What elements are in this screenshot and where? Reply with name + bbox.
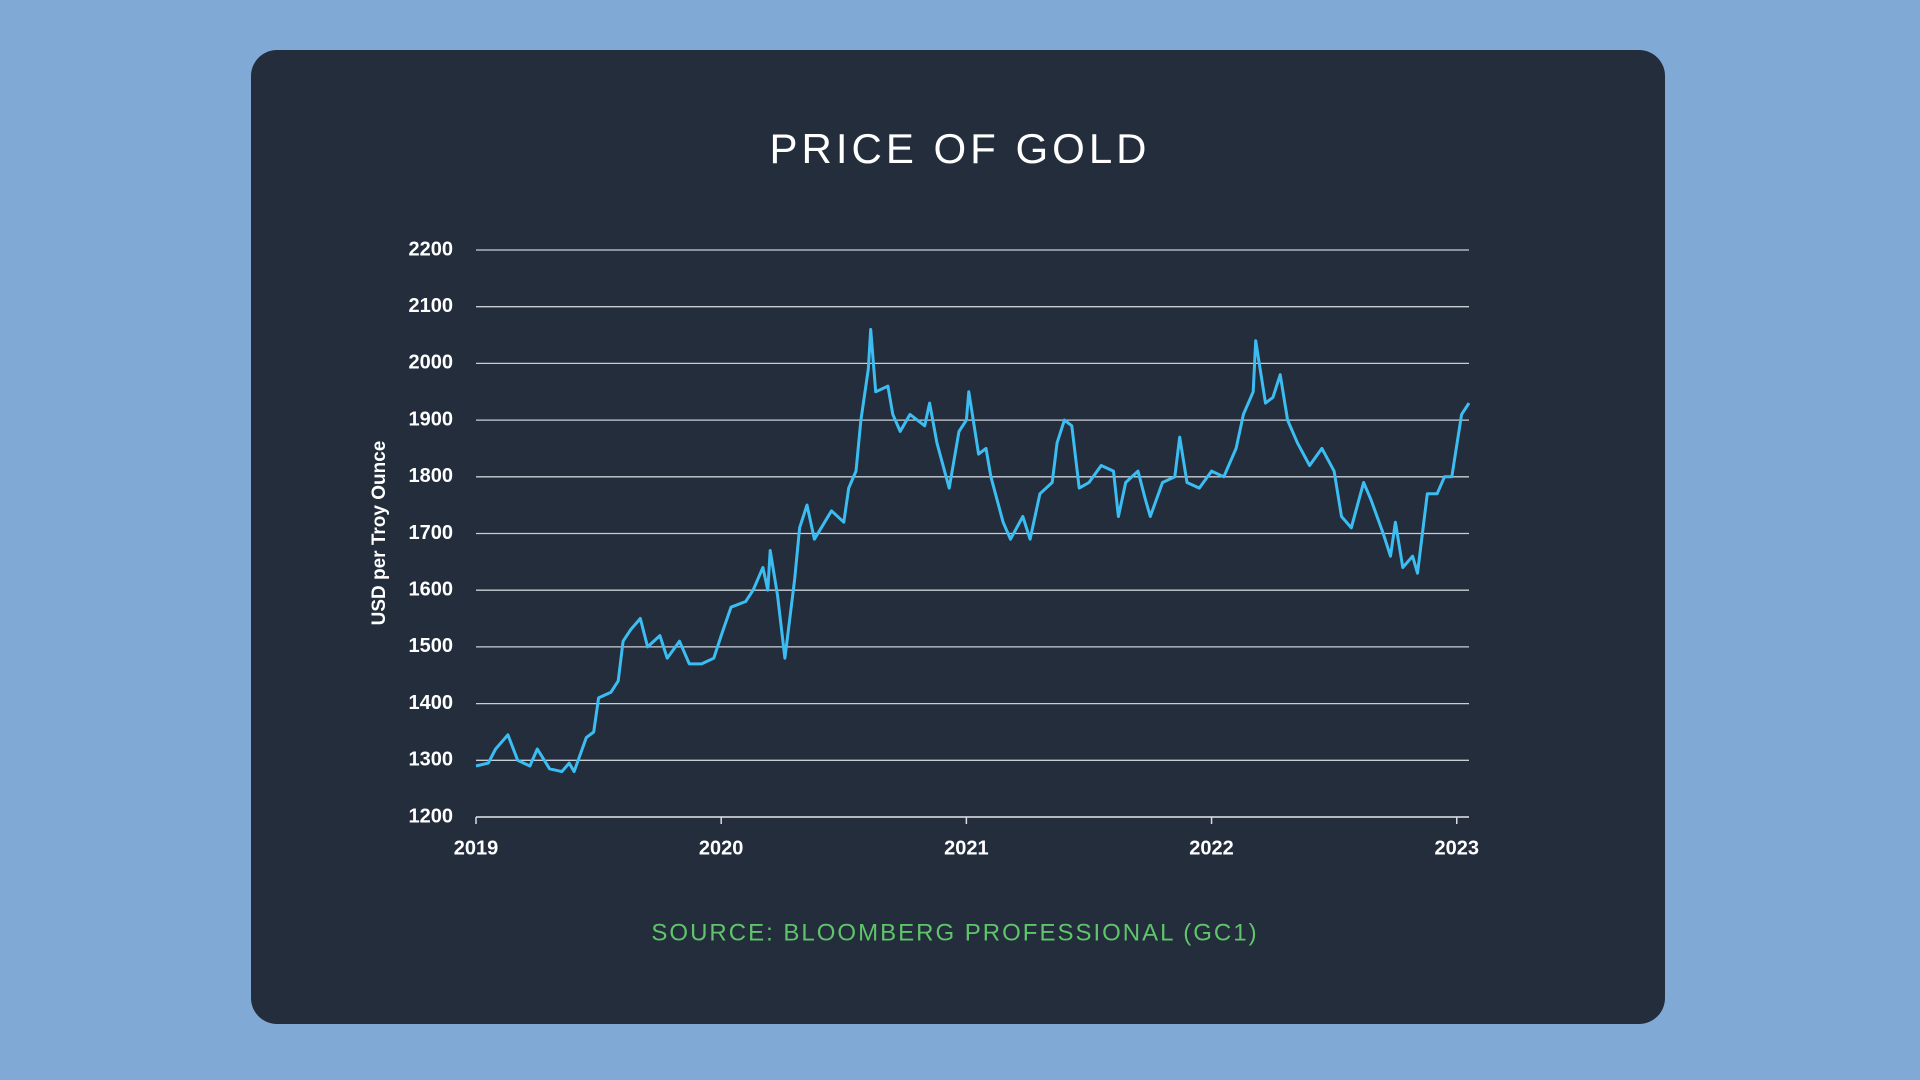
chart-title: PRICE OF GOLD <box>769 125 1150 172</box>
y-tick-label: 2000 <box>409 352 454 374</box>
y-axis-label: USD per Troy Ounce <box>369 441 390 626</box>
y-tick-label: 1700 <box>409 522 454 544</box>
x-tick-label: 2023 <box>1434 837 1479 859</box>
price-line <box>475 327 1471 774</box>
y-tick-label: 1500 <box>409 635 454 657</box>
source-note: SOURCE: BLOOMBERG PROFESSIONAL (GC1) <box>651 919 1258 946</box>
x-tick-label: 2021 <box>944 837 989 859</box>
x-tick-label: 2019 <box>454 837 499 859</box>
y-tick-label: 1300 <box>409 749 454 771</box>
y-tick-label: 1400 <box>409 692 454 714</box>
y-tick-label: 1900 <box>409 408 454 430</box>
card <box>251 50 1665 1024</box>
x-tick-label: 2020 <box>699 837 744 859</box>
y-tick-label: 2100 <box>409 295 454 317</box>
y-tick-label: 1200 <box>409 805 454 827</box>
x-tick-label: 2022 <box>1189 837 1234 859</box>
y-tick-label: 1800 <box>409 465 454 487</box>
y-tick-label: 1600 <box>409 578 454 600</box>
y-tick-label: 2200 <box>409 238 454 260</box>
